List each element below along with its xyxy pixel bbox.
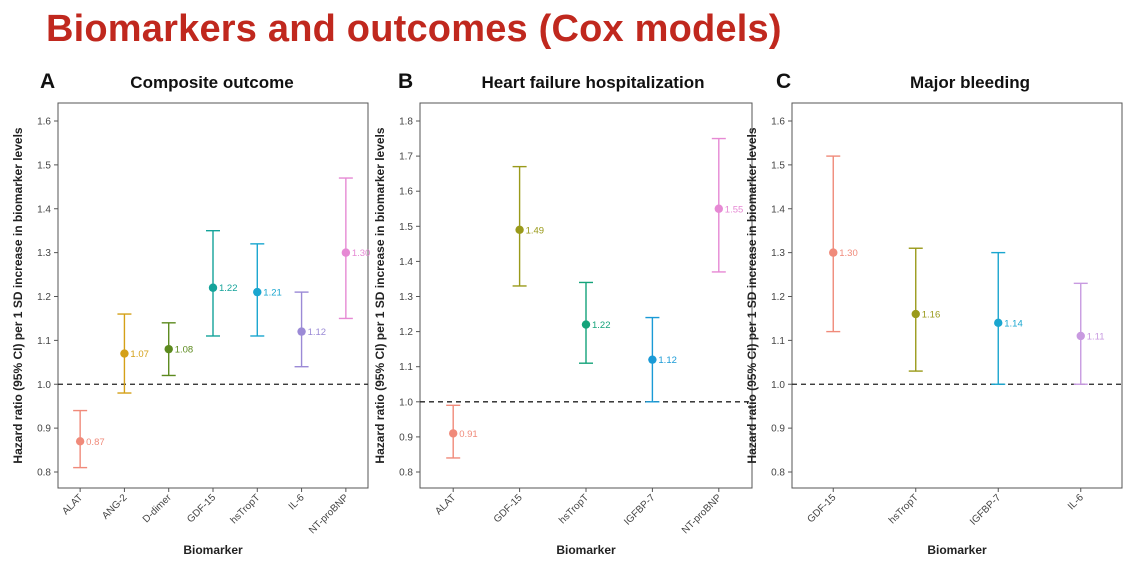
data-point xyxy=(449,429,458,438)
data-point xyxy=(515,225,524,235)
x-tick-label: GDF-15 xyxy=(185,492,218,525)
x-tick-label: D-dimer xyxy=(141,492,174,525)
x-tick-label: NT-proBNP xyxy=(680,492,724,536)
y-tick-label: 0.9 xyxy=(37,424,51,435)
data-point xyxy=(341,248,351,257)
x-tick-label: IL-6 xyxy=(287,492,307,512)
y-axis-title: Hazard ratio (95% CI) per 1 SD increase … xyxy=(373,127,387,463)
y-tick-label: 1.4 xyxy=(771,204,785,215)
y-tick-label: 1.2 xyxy=(771,292,785,303)
x-tick-label: hsTropT xyxy=(557,492,591,526)
y-tick-label: 1.4 xyxy=(37,204,51,215)
data-point xyxy=(829,248,838,257)
data-label: 1.49 xyxy=(526,225,545,236)
data-point xyxy=(120,349,129,358)
x-axis-title: Biomarker xyxy=(183,543,243,557)
x-tick-label: hsTropT xyxy=(887,492,921,526)
panel-letter: C xyxy=(776,70,791,93)
y-tick-label: 1.0 xyxy=(399,397,413,408)
data-label: 1.12 xyxy=(658,355,677,366)
y-axis-title: Hazard ratio (95% CI) per 1 SD increase … xyxy=(11,127,25,463)
data-point xyxy=(1076,331,1085,341)
x-axis-title: Biomarker xyxy=(556,543,616,557)
y-tick-label: 1.1 xyxy=(399,362,413,373)
y-tick-label: 1.2 xyxy=(399,327,413,338)
page-title: Biomarkers and outcomes (Cox models) xyxy=(46,8,782,50)
y-tick-label: 1.5 xyxy=(771,160,785,171)
y-tick-label: 1.3 xyxy=(771,248,785,259)
data-label: 1.14 xyxy=(1004,318,1023,329)
y-tick-label: 0.8 xyxy=(399,468,413,479)
y-tick-label: 1.5 xyxy=(37,160,51,171)
y-tick-label: 0.8 xyxy=(37,468,51,479)
y-tick-label: 1.5 xyxy=(399,222,413,233)
y-tick-label: 1.7 xyxy=(399,152,413,163)
x-tick-label: IGFBP-7 xyxy=(622,492,658,528)
data-label: 1.12 xyxy=(308,327,327,338)
x-tick-label: GDF-15 xyxy=(805,492,838,525)
panel-title: Heart failure hospitalization xyxy=(482,73,705,92)
data-label: 1.30 xyxy=(352,248,371,259)
data-point xyxy=(164,344,173,354)
data-point xyxy=(714,204,723,213)
data-label: 0.91 xyxy=(459,429,478,440)
data-label: 1.22 xyxy=(219,283,238,294)
data-point xyxy=(581,320,591,329)
x-tick-label: ANG-2 xyxy=(100,492,130,522)
x-axis-title: Biomarker xyxy=(927,543,987,557)
x-tick-label: hsTropT xyxy=(229,492,263,526)
panel-title: Major bleeding xyxy=(910,73,1030,92)
data-point xyxy=(75,437,85,446)
data-label: 1.30 xyxy=(839,248,858,259)
y-tick-label: 1.6 xyxy=(37,117,51,128)
data-label: 1.21 xyxy=(263,288,282,299)
panel-letter: B xyxy=(398,70,413,93)
data-label: 1.16 xyxy=(922,310,941,321)
y-tick-label: 1.6 xyxy=(399,187,413,198)
x-tick-label: ALAT xyxy=(433,492,458,517)
data-label: 1.07 xyxy=(130,349,149,360)
y-tick-label: 1.8 xyxy=(399,117,413,128)
y-tick-label: 0.9 xyxy=(771,424,785,435)
data-label: 0.87 xyxy=(86,437,105,448)
data-point xyxy=(253,287,262,297)
data-label: 1.08 xyxy=(175,345,194,356)
data-label: 1.11 xyxy=(1087,331,1105,342)
data-point xyxy=(911,309,920,319)
data-point xyxy=(994,318,1003,328)
x-tick-label: GDF-15 xyxy=(492,492,525,525)
y-tick-label: 1.1 xyxy=(37,336,51,347)
y-tick-label: 1.6 xyxy=(771,117,785,128)
y-tick-label: 0.9 xyxy=(399,432,413,443)
panel-letter: A xyxy=(40,70,55,93)
data-point xyxy=(648,355,657,364)
y-tick-label: 1.3 xyxy=(37,248,51,259)
y-tick-label: 1.0 xyxy=(37,380,51,391)
x-tick-label: ALAT xyxy=(60,492,85,517)
panel-title: Composite outcome xyxy=(130,73,293,92)
x-tick-label: IGFBP-7 xyxy=(968,492,1004,528)
data-label: 1.55 xyxy=(725,204,744,215)
data-point xyxy=(297,327,306,336)
y-tick-label: 1.0 xyxy=(771,380,785,391)
y-tick-label: 1.1 xyxy=(771,336,785,347)
data-label: 1.22 xyxy=(592,320,611,331)
y-axis-title: Hazard ratio (95% CI) per 1 SD increase … xyxy=(745,127,759,463)
y-tick-label: 0.8 xyxy=(771,468,785,479)
plot-frame xyxy=(791,102,1123,489)
x-tick-label: IL-6 xyxy=(1066,492,1086,512)
y-tick-label: 1.3 xyxy=(399,292,413,303)
data-point xyxy=(208,283,218,292)
y-tick-label: 1.4 xyxy=(399,257,413,268)
y-tick-label: 1.2 xyxy=(37,292,51,303)
x-tick-label: NT-proBNP xyxy=(307,492,351,536)
